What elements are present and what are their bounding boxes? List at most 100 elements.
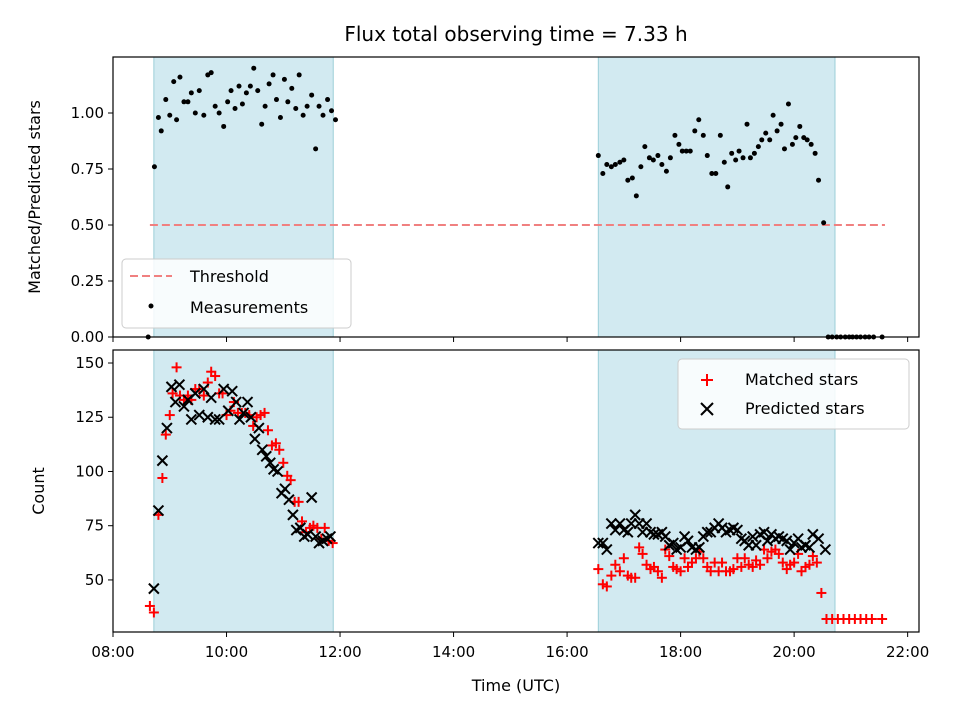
matched-stars-point <box>816 587 827 598</box>
measurements-point <box>655 153 661 159</box>
measurements-point <box>289 85 295 91</box>
measurements-point <box>595 153 601 159</box>
matched-stars-point <box>610 559 621 570</box>
matched-stars-point <box>698 553 709 564</box>
measurements-point <box>266 81 272 87</box>
predicted-stars-point <box>217 383 230 395</box>
measurements-point <box>778 121 784 127</box>
predicted-stars-point <box>592 537 605 549</box>
matched-legend-swatch <box>701 374 713 386</box>
measurements-point <box>804 137 810 143</box>
predicted-stars-point <box>260 450 272 462</box>
measurements-point <box>247 83 253 89</box>
matched-stars-point <box>274 444 285 455</box>
measurements-point <box>687 148 693 154</box>
measurements-point <box>763 130 769 136</box>
measurements-point <box>325 97 331 103</box>
measurements-point <box>717 132 723 138</box>
measurements-point <box>259 121 265 127</box>
predicted-stars-point <box>193 409 205 421</box>
measurements-point <box>629 175 635 181</box>
matched-stars-point <box>804 559 815 570</box>
predicted-stars-point <box>597 537 609 549</box>
measurements-point <box>721 159 727 165</box>
measurements-point <box>751 150 757 156</box>
measurements-point <box>320 112 326 118</box>
predicted-stars-point <box>205 392 217 404</box>
measurements-point <box>638 164 644 170</box>
top-y-tick-label: 1.00 <box>71 104 104 122</box>
measurements-point <box>270 72 276 78</box>
matched-stars-point <box>728 564 739 575</box>
matched-stars-point <box>262 425 273 436</box>
measurements-point <box>228 88 234 94</box>
measurements-point <box>676 141 682 147</box>
matched-stars-point <box>157 472 168 483</box>
measurements-point <box>604 162 610 168</box>
matched-stars-point <box>297 516 308 527</box>
measurements-point <box>262 103 268 109</box>
measurements-point <box>767 137 773 143</box>
measurements-point <box>617 159 623 165</box>
measurements-point <box>167 112 173 118</box>
predicted-stars-point <box>784 543 796 556</box>
measurements-point <box>733 157 739 163</box>
top-panel: 0.00 0.25 0.50 0.75 1.00 Matched/Predicted s… <box>25 56 920 346</box>
predicted-stars-point <box>226 385 238 397</box>
measurements-point <box>816 177 822 183</box>
matched-stars-point <box>807 551 818 562</box>
matched-stars-point <box>762 553 773 564</box>
measurements-point <box>667 155 673 161</box>
predicted-stars-point <box>605 517 618 530</box>
measurements-point <box>309 92 315 98</box>
measurements-point <box>770 112 776 118</box>
matched-stars-point <box>637 548 648 559</box>
predicted-stars-point <box>156 454 169 467</box>
matched-stars-point <box>679 553 690 564</box>
measurements-point <box>736 148 742 154</box>
predicted-stars-point <box>202 411 214 423</box>
predicted-stars-point <box>173 379 186 391</box>
predicted-stars-point <box>781 535 793 547</box>
matched-stars-point <box>652 566 663 577</box>
matched-stars-point <box>160 429 171 440</box>
matched-stars-point <box>618 553 629 564</box>
predicted-stars-point <box>758 526 770 538</box>
matched-stars-point <box>210 371 221 382</box>
measurements-point <box>201 112 207 118</box>
top-y-axis-label: Matched/Predicted stars <box>25 100 44 294</box>
predicted-stars-point <box>249 433 261 445</box>
measurements-point <box>729 150 735 156</box>
top-y-tick-label: 0.00 <box>71 328 104 346</box>
measurements-point <box>696 117 702 123</box>
matched-stars-point <box>736 561 747 572</box>
matched-stars-point <box>171 362 182 373</box>
predicted-stars-point <box>209 413 221 426</box>
matched-stars-point <box>614 566 625 577</box>
measurements-point <box>704 153 710 159</box>
measurements-point <box>232 106 238 112</box>
measurements-point <box>642 144 648 150</box>
matched-stars-point <box>717 557 728 568</box>
predicted-stars-point <box>185 413 198 426</box>
matched-stars-point <box>601 581 612 592</box>
measurements-point <box>273 97 279 103</box>
measurements-legend-swatch <box>148 303 154 309</box>
x-tick-label: 12:00 <box>318 643 361 661</box>
predicted-stars-point <box>761 535 774 547</box>
predicted-stars-point <box>693 541 706 554</box>
measurements-point <box>612 162 618 168</box>
measurements-point <box>216 110 222 116</box>
measurements-point <box>300 112 306 118</box>
predicted-stars-point <box>609 524 622 536</box>
predicted-stars-point <box>241 396 254 408</box>
measurements-point <box>646 155 652 161</box>
predicted-stars-point <box>152 504 165 517</box>
predicted-stars-point <box>161 422 173 434</box>
matched-stars-point <box>293 496 304 507</box>
measurements-point <box>789 141 795 147</box>
matched-stars-point <box>319 522 330 533</box>
bottom-y-axis-label: Count <box>29 467 48 515</box>
predicted-stars-point <box>629 509 641 521</box>
measurements-point <box>155 114 161 120</box>
